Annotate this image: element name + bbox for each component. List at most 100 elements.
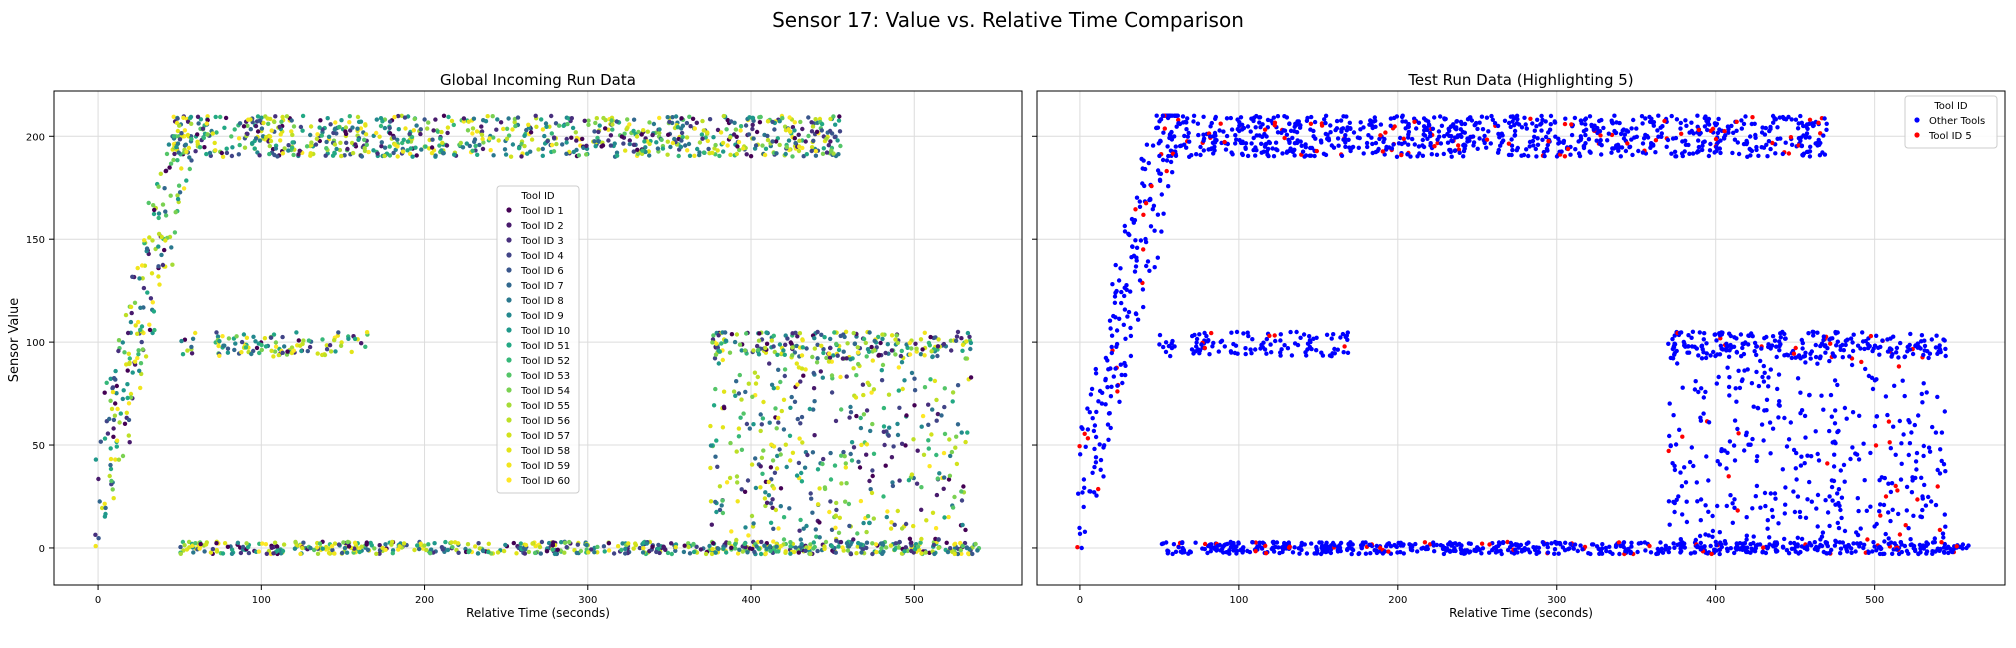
data-point (205, 117, 210, 123)
data-point (1114, 344, 1119, 349)
data-point (456, 550, 461, 555)
data-point (1343, 133, 1348, 138)
data-point (847, 415, 852, 420)
data-point (1229, 127, 1235, 132)
data-point (799, 353, 805, 358)
data-point (1515, 117, 1520, 122)
data-point (358, 126, 364, 131)
data-point (1534, 154, 1539, 159)
data-point (1309, 114, 1314, 120)
data-point (1298, 335, 1303, 340)
data-point (132, 300, 138, 305)
data-point (1888, 489, 1894, 495)
data-point (775, 352, 780, 357)
data-point (1490, 547, 1495, 553)
data-point (122, 350, 127, 355)
data-point (1818, 542, 1823, 548)
data-point (1109, 350, 1115, 356)
data-point (774, 544, 779, 549)
data-point (879, 546, 884, 551)
data-point (838, 374, 843, 380)
data-point (1715, 503, 1720, 509)
data-point (171, 157, 176, 163)
data-point (1581, 129, 1587, 134)
data-point (737, 547, 742, 552)
data-point (1080, 490, 1085, 495)
data-point (880, 541, 885, 546)
data-point (869, 490, 875, 496)
data-point (1201, 138, 1206, 143)
data-point (1789, 546, 1795, 551)
data-point (308, 124, 314, 129)
data-point (515, 115, 521, 120)
data-point (813, 153, 819, 158)
data-point (800, 338, 805, 343)
data-point (168, 161, 174, 166)
data-point (592, 550, 597, 555)
data-point (807, 406, 812, 412)
data-point (1461, 154, 1466, 159)
data-point (1765, 518, 1771, 523)
data-point (301, 338, 306, 343)
data-point (567, 539, 572, 545)
data-point (790, 345, 795, 350)
data-point (1366, 133, 1371, 138)
legend-entry: Tool ID 51 (520, 341, 570, 352)
data-point (99, 505, 105, 511)
data-point (1712, 547, 1717, 552)
data-point (555, 547, 560, 552)
data-point (778, 379, 783, 385)
data-point (259, 347, 264, 353)
data-point (945, 549, 951, 555)
data-point (429, 547, 434, 552)
data-point (1941, 549, 1947, 555)
data-point (1674, 117, 1680, 122)
data-point (245, 131, 250, 137)
data-point (1234, 329, 1240, 335)
data-point (1698, 540, 1704, 546)
legend-entry: Tool ID 8 (520, 296, 564, 307)
data-point (470, 131, 475, 136)
data-point (603, 126, 608, 131)
data-point (744, 421, 750, 427)
data-point (1735, 545, 1741, 551)
data-point (1486, 129, 1491, 134)
data-point (1607, 544, 1612, 549)
data-point (1201, 148, 1207, 153)
data-point (1545, 142, 1551, 148)
data-point (1368, 551, 1373, 556)
data-point (852, 341, 857, 347)
data-point (717, 349, 722, 354)
data-point (1200, 546, 1205, 551)
data-point (1938, 447, 1943, 452)
data-point (867, 330, 872, 335)
data-point (1765, 545, 1771, 550)
data-point (279, 119, 284, 125)
data-point (124, 410, 129, 415)
data-point (1897, 532, 1903, 537)
data-point (665, 550, 671, 556)
data-point (926, 402, 931, 407)
data-point (1522, 548, 1527, 553)
data-point (881, 424, 887, 429)
data-point (880, 336, 885, 342)
data-point (897, 539, 902, 545)
data-point (1447, 128, 1452, 133)
data-point (1487, 542, 1492, 547)
data-point (837, 114, 842, 119)
data-point (720, 510, 726, 516)
data-point (892, 522, 897, 527)
data-point (1848, 336, 1854, 341)
data-point (297, 343, 303, 348)
data-point (1196, 132, 1201, 138)
data-point (494, 127, 499, 132)
data-point (1534, 545, 1539, 550)
data-point (744, 331, 749, 336)
data-point (1374, 548, 1379, 553)
data-point (1833, 538, 1838, 543)
data-point (723, 330, 728, 335)
data-point (352, 546, 357, 551)
data-point (959, 498, 965, 503)
data-point (729, 529, 734, 534)
data-point (1447, 133, 1452, 138)
